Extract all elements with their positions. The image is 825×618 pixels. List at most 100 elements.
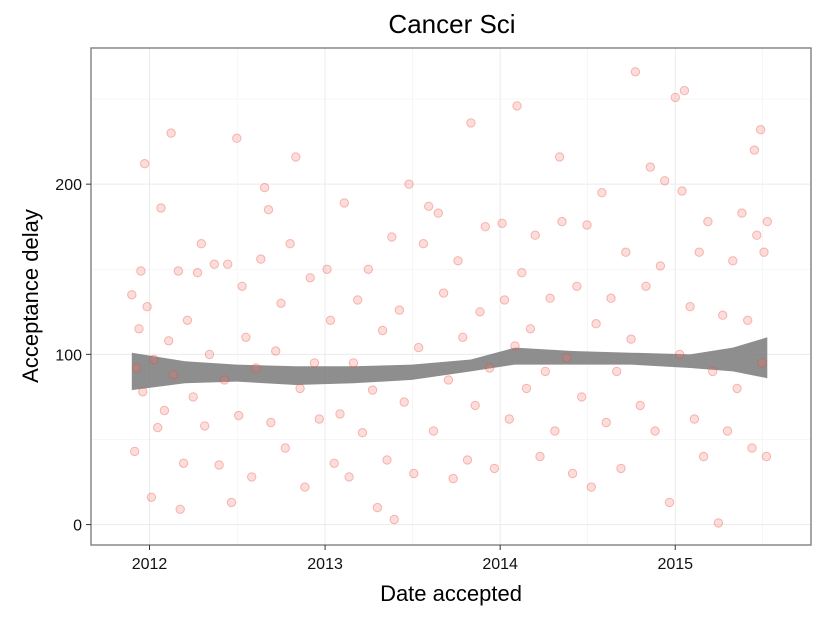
data-point xyxy=(131,363,142,373)
data-point xyxy=(140,159,150,169)
data-point xyxy=(424,201,434,212)
data-point xyxy=(389,514,399,525)
data-point xyxy=(645,162,655,172)
data-point xyxy=(226,497,237,508)
data-point xyxy=(586,482,596,492)
data-point xyxy=(196,239,207,249)
data-point xyxy=(562,353,572,363)
data-point xyxy=(325,315,336,325)
data-point xyxy=(363,264,373,274)
data-point xyxy=(752,230,762,240)
data-points xyxy=(127,67,772,528)
data-point xyxy=(404,179,414,189)
data-point xyxy=(241,332,251,342)
data-point xyxy=(616,463,626,474)
data-point xyxy=(540,366,550,377)
data-point xyxy=(188,392,198,402)
data-point xyxy=(713,518,724,528)
data-point xyxy=(747,443,757,453)
data-point xyxy=(550,426,560,436)
data-point xyxy=(305,273,315,283)
data-point xyxy=(499,295,510,305)
data-point xyxy=(357,428,368,438)
data-point xyxy=(237,281,247,291)
data-point xyxy=(677,186,687,196)
data-point xyxy=(664,497,675,508)
data-point xyxy=(621,247,631,257)
data-point xyxy=(329,458,339,468)
data-point xyxy=(689,414,700,424)
y-tick-label: 200 xyxy=(55,177,82,194)
plot-panel-border xyxy=(90,47,812,546)
data-point xyxy=(209,259,220,269)
x-axis-title: Date accepted xyxy=(380,581,522,606)
data-point xyxy=(413,342,424,353)
data-point xyxy=(591,319,601,329)
data-point xyxy=(433,208,443,218)
data-point xyxy=(630,67,641,77)
data-point xyxy=(309,358,320,368)
data-point xyxy=(263,205,274,215)
data-point xyxy=(409,468,419,479)
data-point xyxy=(367,385,378,395)
data-point xyxy=(749,145,760,155)
data-point xyxy=(743,315,753,325)
data-point xyxy=(497,218,507,229)
data-point xyxy=(674,349,685,360)
data-point xyxy=(626,334,636,344)
data-point xyxy=(759,247,769,257)
data-point xyxy=(251,363,261,373)
data-point xyxy=(256,254,266,264)
data-point xyxy=(300,482,310,492)
data-point xyxy=(466,118,476,128)
data-point xyxy=(484,363,495,373)
smooth-band-group xyxy=(131,337,768,391)
data-point xyxy=(480,222,490,232)
data-point xyxy=(728,256,738,266)
data-point xyxy=(557,216,567,227)
data-point xyxy=(641,281,651,291)
data-point xyxy=(175,504,185,514)
data-point xyxy=(650,426,660,436)
data-point xyxy=(153,422,163,433)
data-point xyxy=(382,455,392,465)
data-point xyxy=(348,358,359,368)
data-point xyxy=(694,247,704,257)
data-point xyxy=(612,366,622,377)
data-point xyxy=(635,400,645,411)
data-point xyxy=(159,405,170,416)
data-point xyxy=(276,298,286,308)
data-point xyxy=(234,410,244,421)
data-point xyxy=(708,366,718,377)
data-point xyxy=(200,421,210,431)
data-point xyxy=(219,375,230,385)
data-point xyxy=(247,472,257,482)
data-point xyxy=(535,451,545,462)
data-point xyxy=(757,358,767,368)
data-point xyxy=(670,92,680,103)
data-point xyxy=(136,266,146,276)
data-point xyxy=(214,460,224,470)
data-point xyxy=(271,346,281,356)
data-point xyxy=(280,443,290,453)
data-point xyxy=(597,188,607,198)
data-point xyxy=(232,133,242,143)
data-point xyxy=(443,375,454,385)
data-point xyxy=(517,268,527,278)
y-axis-title: Acceptance delay xyxy=(18,209,43,383)
data-point xyxy=(285,239,295,249)
data-point xyxy=(142,302,152,312)
data-point xyxy=(204,349,215,360)
data-point xyxy=(504,414,514,424)
data-point xyxy=(462,455,473,465)
data-point xyxy=(698,451,709,462)
grid-lines xyxy=(91,48,811,545)
data-point xyxy=(722,426,733,436)
data-point xyxy=(761,451,772,462)
data-point xyxy=(314,414,324,424)
data-point xyxy=(291,152,301,162)
data-point xyxy=(577,392,587,402)
data-point xyxy=(655,261,666,271)
data-point xyxy=(679,85,690,96)
data-point xyxy=(510,341,520,351)
